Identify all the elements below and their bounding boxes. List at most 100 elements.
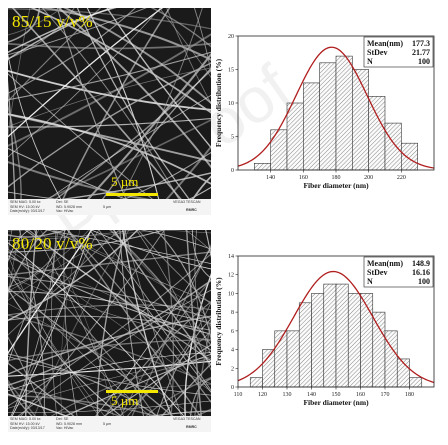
y-tick-label: 2: [231, 366, 234, 372]
histogram-bar: [254, 163, 271, 171]
fiber: [8, 8, 211, 30]
stats-value: 100: [418, 57, 430, 66]
info-vac: Vac: HiVac: [56, 209, 74, 213]
sem-image: 85/15 v/v% 5 µm: [8, 8, 211, 199]
fiber: [8, 8, 31, 138]
fiber: [56, 8, 127, 199]
info-brand: VEGA3 TESCAN: [173, 417, 201, 421]
fiber: [8, 287, 174, 416]
info-scale: 5 µm: [103, 204, 112, 209]
fiber: [40, 230, 114, 416]
x-tick-label: 160: [356, 392, 365, 398]
fiber: [8, 8, 40, 43]
fiber: [8, 147, 127, 199]
fiber: [11, 8, 182, 199]
histogram-top: 140 160 180 200 220 0 5 10 15 20 Fiber diameter (n…: [212, 28, 440, 196]
y-tick-label: 15: [228, 68, 234, 74]
fiber: [8, 230, 120, 336]
fiber: [86, 52, 211, 199]
sem-fibers: [8, 230, 211, 416]
fiber: [8, 230, 127, 301]
histogram-bar: [311, 293, 325, 388]
fiber: [45, 119, 211, 199]
normal-fit-curve: [237, 46, 435, 169]
info-date: Date(m/d/y): 03/13/17: [10, 209, 45, 213]
histogram-bar: [352, 69, 369, 171]
fiber: [8, 291, 211, 325]
fiber: [193, 8, 211, 75]
fiber: [191, 230, 211, 279]
fiber: [8, 230, 40, 254]
fiber: [41, 8, 180, 199]
fiber: [8, 400, 211, 413]
fiber: [8, 118, 211, 128]
fiber: [47, 94, 211, 199]
info-scale: 5 µm: [103, 421, 112, 426]
fiber: [8, 53, 62, 199]
histogram-bar: [319, 62, 337, 171]
fiber: [33, 230, 124, 416]
histogram-bar: [286, 330, 300, 388]
fiber: [28, 230, 211, 351]
y-axis-title: Frequency distribution (%): [214, 58, 223, 147]
fiber: [18, 230, 45, 416]
x-tick-label: 180: [405, 392, 414, 398]
histogram-bar: [401, 142, 418, 171]
x-axis-title: Fiber diameter (nm): [303, 398, 369, 407]
x-tick-label: 200: [364, 175, 373, 181]
fiber: [8, 113, 211, 185]
fiber: [62, 8, 211, 105]
fiber: [8, 356, 211, 409]
fiber: [47, 230, 211, 320]
sem-fibers: [8, 8, 211, 199]
fiber: [8, 191, 59, 199]
fiber: [8, 255, 211, 335]
fiber: [8, 253, 211, 407]
fiber: [8, 356, 211, 396]
y-tick-label: 10: [228, 291, 234, 297]
x-tick-label: 160: [299, 175, 308, 181]
fiber: [8, 266, 105, 416]
fiber: [104, 301, 211, 416]
fiber: [57, 8, 211, 169]
stats-value: 16.16: [412, 268, 430, 277]
stats-label: StDev: [367, 268, 387, 277]
fiber: [8, 42, 211, 50]
stats-label: Mean(nm): [367, 259, 403, 268]
fiber: [186, 230, 202, 416]
fiber: [8, 386, 121, 416]
fiber: [8, 230, 89, 292]
x-axis-title: Fiber diameter (nm): [303, 181, 369, 190]
stats-box: [363, 256, 434, 288]
fiber: [145, 376, 211, 416]
scale-bar: [106, 193, 158, 196]
stats-value: 21.77: [412, 48, 430, 57]
stats-value: 148.9: [412, 259, 430, 268]
sem-concentration-label: 85/15 v/v%: [12, 12, 93, 31]
fiber: [8, 230, 49, 294]
fiber: [8, 230, 13, 254]
fiber: [63, 230, 78, 416]
fiber: [8, 8, 161, 158]
histogram-bar: [409, 377, 423, 388]
fiber: [8, 394, 158, 416]
fiber: [8, 230, 22, 301]
fiber: [109, 230, 211, 347]
fiber: [8, 362, 75, 416]
fiber: [30, 8, 211, 114]
fiber: [8, 242, 185, 416]
fiber: [52, 230, 211, 303]
histogram-bar: [368, 96, 386, 171]
fiber: [191, 175, 211, 199]
y-tick-label: 10: [228, 101, 234, 107]
histogram-bar: [298, 302, 312, 388]
stats-label: N: [367, 277, 373, 286]
stats-label: Mean(nm): [367, 39, 403, 48]
fiber: [8, 8, 117, 54]
fiber: [194, 317, 211, 416]
fiber: [8, 382, 33, 416]
histogram-bar: [335, 283, 349, 388]
fiber: [8, 315, 211, 331]
fiber: [8, 161, 151, 199]
info-hv: SEM HV: 15.00 kV: [10, 204, 40, 209]
